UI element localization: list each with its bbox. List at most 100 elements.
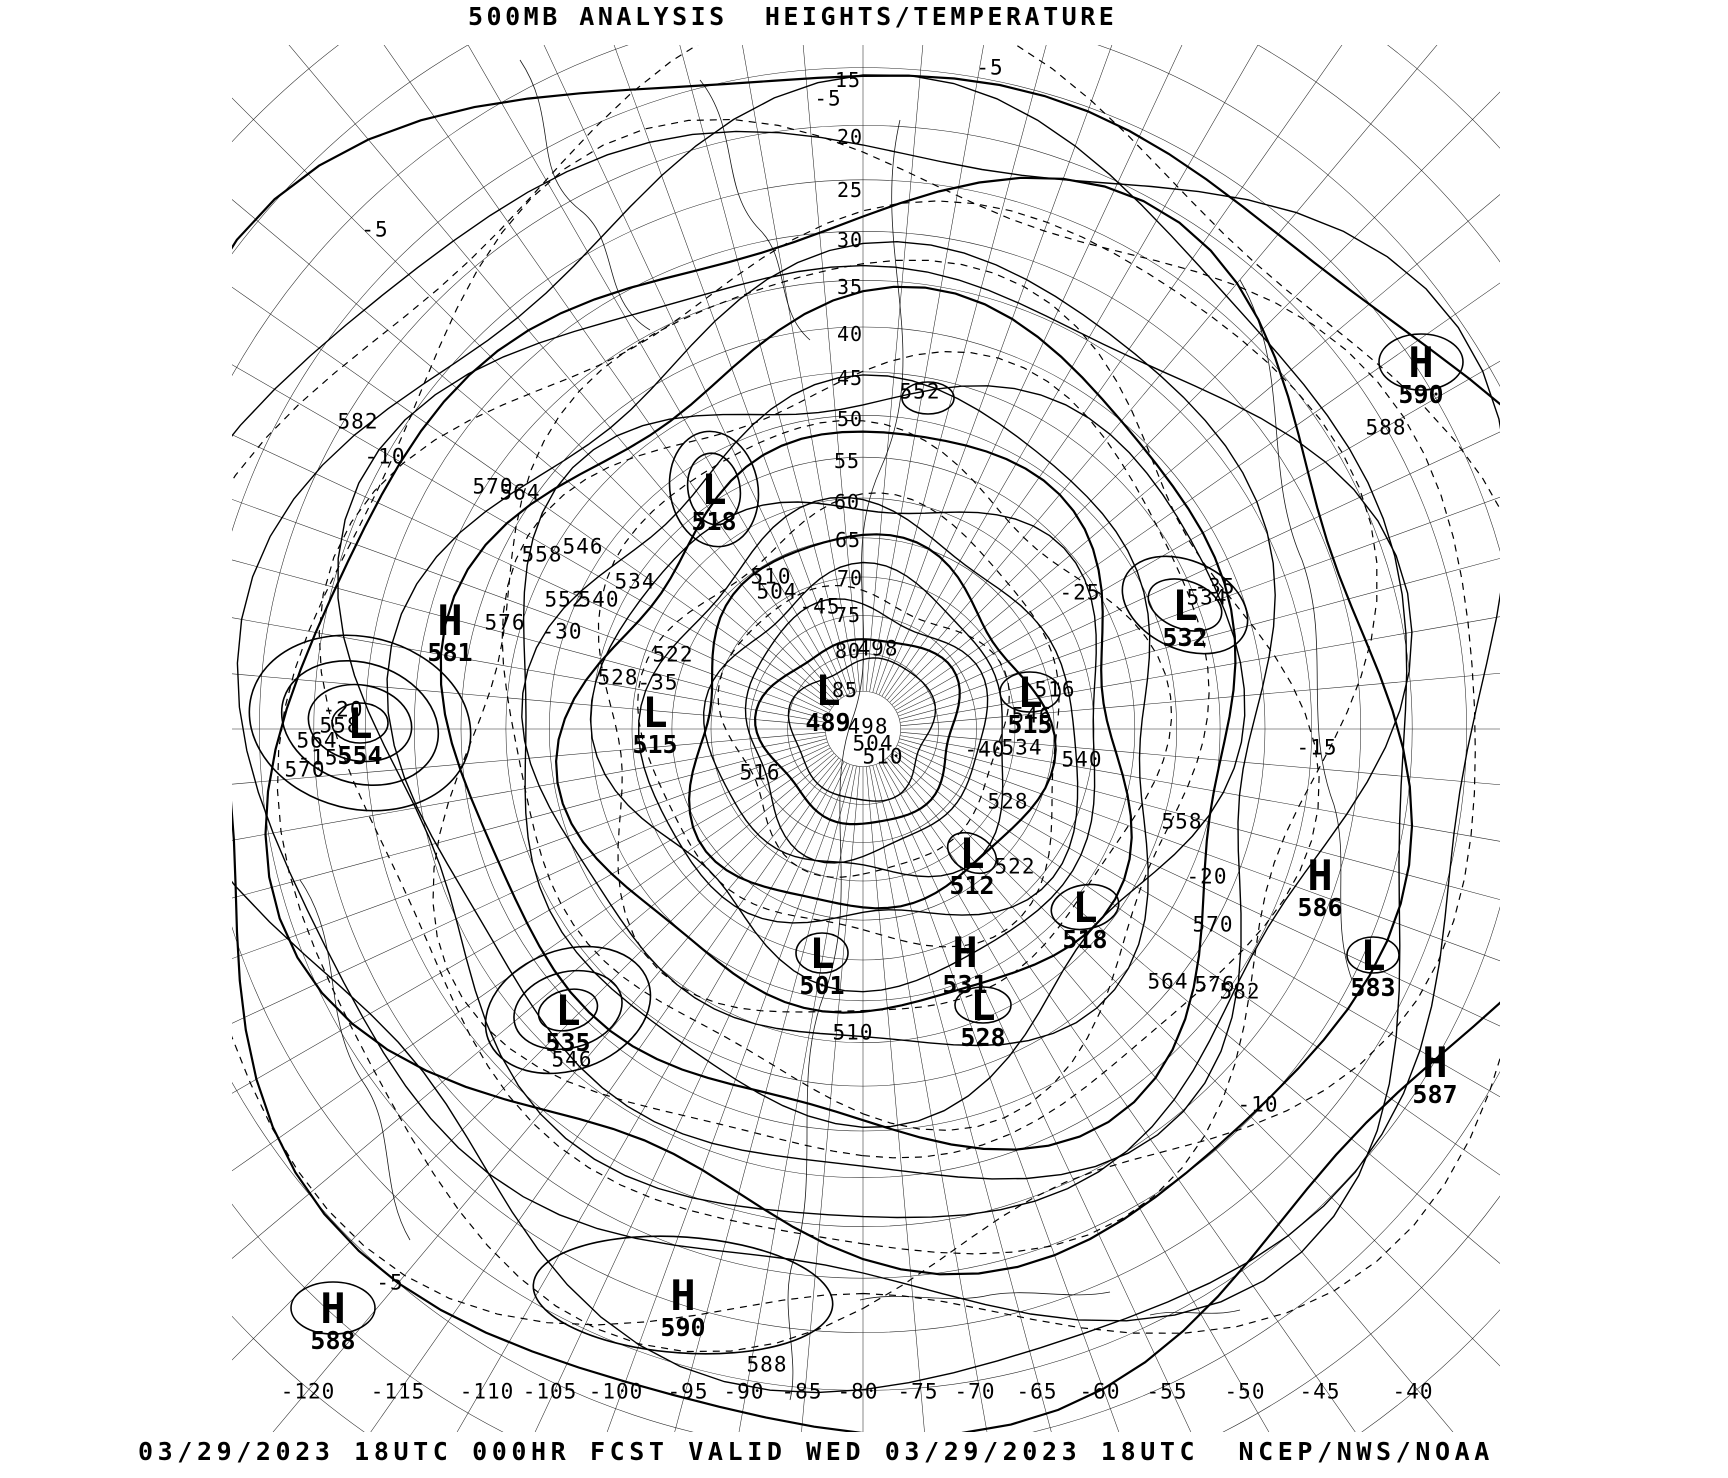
meridian-line [884, 45, 1343, 699]
closed-contour-loop [999, 671, 1061, 713]
meridian-line [897, 744, 1500, 1027]
isotherm-line [232, 45, 1500, 1334]
meridian-line [866, 766, 925, 1432]
meridian-line [232, 499, 828, 717]
closed-contour-loop [484, 945, 652, 1075]
meridian-line [887, 45, 1438, 701]
meridian-line [898, 496, 1500, 717]
closed-contour-loop [795, 932, 849, 974]
meridian-line [232, 741, 828, 959]
height-contour-line [554, 430, 1133, 1014]
closed-contour-loop [1050, 883, 1120, 931]
meridian-line [893, 282, 1500, 708]
page-title: 500MB ANALYSIS HEIGHTS/TEMPERATURE [468, 2, 1118, 31]
meridian-line [674, 765, 854, 1432]
isotherm-line [276, 118, 1476, 1353]
coastline-path [1149, 1309, 1241, 1316]
meridian-line [900, 616, 1500, 723]
meridian-line [534, 763, 848, 1432]
meridian-line [232, 673, 826, 726]
coastline-path [859, 1291, 1111, 1301]
meridian-line [895, 360, 1500, 711]
coastline-path [519, 59, 651, 331]
height-contour-line [337, 264, 1413, 1219]
closed-contour-loop [1378, 333, 1464, 391]
height-contour-line [787, 657, 937, 802]
height-contour-line [637, 496, 1079, 924]
closed-contour-loop [1346, 936, 1400, 974]
meridian-line [866, 45, 924, 692]
meridian-line [898, 741, 1500, 962]
meridian-line [891, 753, 1500, 1264]
meridian-line [232, 199, 835, 705]
closed-low-high-contours [248, 333, 1464, 1355]
meridian-line [232, 750, 833, 1172]
meridian-line [872, 45, 1047, 693]
meridian-line [887, 757, 1454, 1432]
closed-contour-loop [290, 1281, 376, 1335]
closed-contour-loop [954, 986, 1012, 1024]
meridian-line [869, 45, 984, 692]
coastlines [299, 59, 1353, 1401]
height-contour-line [386, 240, 1276, 1180]
height-contour-line [521, 374, 1151, 1047]
meridian-line [606, 764, 851, 1432]
meridian-line [893, 750, 1500, 1176]
closed-contour-loop [280, 660, 440, 786]
meridian-line [232, 732, 826, 785]
meridian-line [891, 194, 1500, 705]
meridian-line [272, 757, 839, 1432]
meridian-line [232, 559, 827, 720]
meridian-line [370, 759, 842, 1432]
isotherm-line [636, 492, 1060, 948]
closed-contour-loop [1147, 578, 1223, 632]
meridian-line [881, 761, 1270, 1432]
meridian-line [742, 45, 857, 692]
meridian-line [889, 755, 1500, 1367]
meridian-line [467, 45, 845, 697]
closed-contour-loop [686, 452, 742, 526]
meridian-line [232, 286, 833, 708]
meridian-line [543, 45, 848, 695]
height-contours [232, 74, 1500, 1432]
closed-contour-loop [307, 683, 413, 763]
closed-contour-loop [668, 430, 760, 548]
closed-contour-loop [901, 381, 955, 415]
meridian-line [738, 766, 857, 1432]
isotherm-line [318, 200, 1378, 1255]
meridian-line [613, 45, 851, 694]
meridian-line [872, 765, 1052, 1432]
meridian-line [897, 431, 1500, 714]
meridian-line [232, 744, 829, 1024]
meridian-line [899, 738, 1500, 900]
footer-caption: 03/29/2023 18UTC 000HR FCST VALID WED 03… [138, 1437, 1494, 1466]
meridian-line [232, 738, 827, 899]
latitude-circle [825, 691, 901, 767]
height-contour-line [439, 285, 1237, 1151]
meridian-line [895, 747, 1500, 1098]
meridian-line [456, 761, 845, 1432]
meridian-line [900, 672, 1500, 726]
meridian-line [802, 45, 860, 692]
isotherm-line [717, 584, 1010, 878]
meridian-line [288, 45, 839, 701]
meridian-line [232, 617, 826, 723]
meridian-line [889, 91, 1500, 703]
meridian-line [875, 45, 1113, 694]
closed-contour-loop [513, 969, 623, 1051]
isotherm-contours [232, 45, 1500, 1353]
isotherm-line [432, 259, 1320, 1159]
meridian-line [232, 747, 831, 1094]
isotherm-line [501, 350, 1210, 1132]
meridian-line [232, 755, 837, 1361]
meridian-line [383, 45, 842, 699]
height-contour-line [232, 74, 1500, 1432]
closed-contour-loop [331, 702, 389, 744]
meridian-line [884, 759, 1356, 1432]
coastline-path [1239, 279, 1353, 981]
height-contour-line [589, 501, 1097, 993]
coastline-path [299, 879, 411, 1241]
meridian-line [679, 45, 854, 693]
meridian-line [869, 766, 988, 1432]
